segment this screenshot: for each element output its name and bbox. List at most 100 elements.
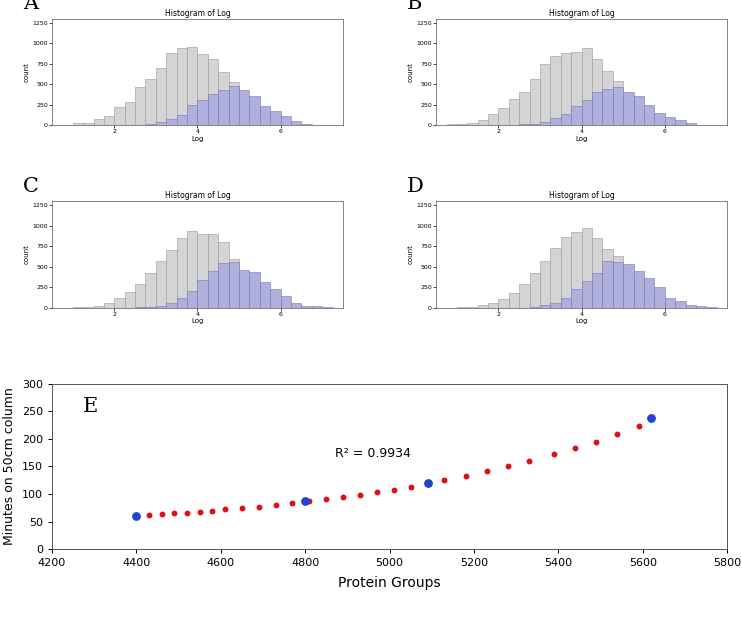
Point: [459, 471, 471, 481]
Point: [131, 511, 142, 521]
Bar: [457, 124, 467, 125]
Bar: [291, 123, 301, 125]
Bar: [145, 124, 156, 125]
Bar: [654, 118, 665, 125]
Bar: [197, 101, 208, 125]
Bar: [696, 307, 706, 308]
Point: [236, 503, 248, 513]
Point: [421, 479, 433, 489]
Bar: [280, 121, 291, 125]
Bar: [291, 305, 301, 308]
Bar: [260, 114, 270, 125]
Bar: [187, 105, 197, 125]
Bar: [322, 307, 332, 308]
Bar: [540, 122, 551, 125]
Bar: [540, 305, 551, 308]
Bar: [686, 123, 696, 125]
Bar: [654, 299, 665, 308]
Bar: [93, 120, 104, 125]
Title: Histogram of Log: Histogram of Log: [549, 9, 614, 18]
Bar: [571, 52, 582, 125]
Point: [371, 487, 383, 497]
Bar: [135, 87, 145, 125]
Bar: [675, 120, 686, 125]
Bar: [145, 273, 156, 308]
Point: [286, 499, 298, 508]
Bar: [125, 292, 135, 308]
Point: [523, 456, 535, 466]
Bar: [561, 237, 571, 308]
Point: [269, 500, 281, 510]
Text: R² = 0.9934: R² = 0.9934: [335, 447, 410, 460]
Bar: [530, 307, 540, 308]
Point: [303, 496, 315, 506]
Point: [131, 511, 142, 521]
Bar: [229, 262, 239, 308]
Bar: [73, 123, 83, 125]
Bar: [654, 288, 665, 308]
Bar: [208, 94, 218, 125]
Bar: [592, 238, 603, 308]
Bar: [665, 117, 675, 125]
Point: [502, 462, 513, 471]
Bar: [104, 303, 114, 308]
Bar: [675, 301, 686, 308]
Bar: [582, 228, 592, 308]
Bar: [270, 289, 280, 308]
Text: E: E: [82, 397, 98, 416]
Bar: [623, 275, 634, 308]
Bar: [519, 91, 530, 125]
Bar: [177, 299, 187, 308]
Bar: [551, 247, 561, 308]
Bar: [603, 249, 613, 308]
Point: [646, 413, 657, 423]
Bar: [551, 302, 561, 308]
Point: [421, 478, 433, 488]
Bar: [665, 120, 675, 125]
Point: [253, 502, 265, 511]
Bar: [260, 291, 270, 308]
Bar: [249, 283, 260, 308]
Point: [404, 482, 416, 492]
Y-axis label: Minutes on 50cm column: Minutes on 50cm column: [3, 387, 16, 545]
Bar: [623, 92, 634, 125]
Bar: [592, 93, 603, 125]
Bar: [686, 124, 696, 125]
Bar: [156, 122, 166, 125]
Bar: [488, 303, 499, 308]
Bar: [467, 123, 478, 125]
Bar: [540, 260, 551, 308]
Bar: [644, 278, 654, 308]
Bar: [530, 273, 540, 308]
Bar: [114, 298, 125, 308]
Title: Histogram of Log: Histogram of Log: [549, 191, 614, 201]
Bar: [280, 304, 291, 308]
X-axis label: Log: Log: [576, 318, 588, 325]
Point: [206, 505, 218, 515]
Bar: [83, 123, 93, 125]
Bar: [145, 79, 156, 125]
Bar: [177, 115, 187, 125]
Bar: [187, 47, 197, 125]
Bar: [145, 307, 156, 308]
Bar: [696, 307, 706, 308]
Bar: [582, 48, 592, 125]
Title: Histogram of Log: Histogram of Log: [165, 9, 230, 18]
Bar: [83, 307, 93, 308]
Y-axis label: count: count: [407, 62, 413, 82]
Point: [143, 510, 155, 520]
Bar: [571, 106, 582, 125]
Bar: [634, 284, 644, 308]
Point: [439, 475, 450, 485]
Point: [481, 466, 493, 476]
X-axis label: Log: Log: [191, 318, 203, 325]
Bar: [603, 72, 613, 125]
Bar: [603, 89, 613, 125]
Bar: [270, 299, 280, 308]
Point: [611, 429, 623, 439]
Bar: [571, 289, 582, 308]
Point: [194, 507, 206, 516]
Bar: [166, 120, 177, 125]
Bar: [125, 102, 135, 125]
Bar: [177, 48, 187, 125]
